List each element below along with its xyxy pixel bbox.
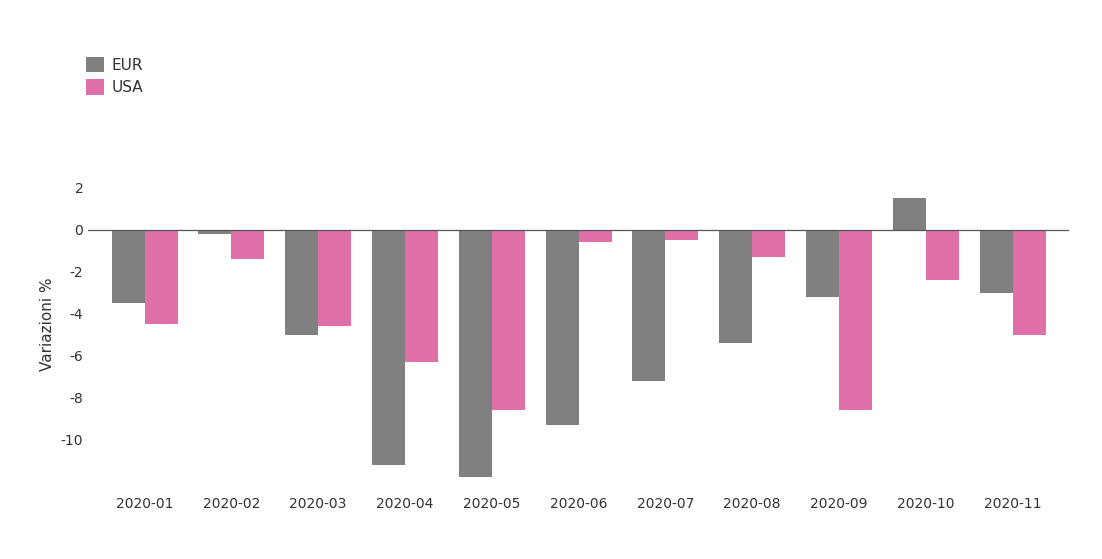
Bar [404, 230, 437, 362]
Bar [545, 230, 579, 425]
Bar [231, 230, 264, 259]
Bar [372, 230, 404, 465]
Bar [458, 230, 491, 477]
Bar [285, 230, 318, 335]
Bar [633, 230, 666, 381]
Bar [893, 198, 926, 230]
Y-axis label: Variazioni %: Variazioni % [41, 277, 55, 371]
Bar [806, 230, 839, 297]
Bar [926, 230, 959, 280]
Bar [111, 230, 144, 303]
Bar [318, 230, 352, 326]
Bar [839, 230, 872, 410]
Bar [491, 230, 525, 410]
Bar [144, 230, 177, 324]
Bar [753, 230, 785, 257]
Legend: EUR, USA: EUR, USA [86, 57, 143, 95]
Bar [1013, 230, 1046, 335]
Bar [980, 230, 1013, 293]
Bar [198, 230, 231, 234]
Bar [579, 230, 612, 243]
Bar [666, 230, 699, 240]
Bar [720, 230, 753, 343]
